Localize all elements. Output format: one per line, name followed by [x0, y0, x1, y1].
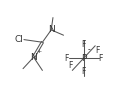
Text: F: F — [82, 67, 86, 76]
Text: Cl: Cl — [15, 35, 24, 44]
Text: F: F — [95, 46, 100, 55]
Text: F: F — [99, 54, 103, 63]
Text: F: F — [82, 40, 86, 49]
Text: -: - — [88, 45, 90, 54]
Text: P: P — [81, 54, 86, 63]
Text: N: N — [48, 25, 55, 34]
Text: F: F — [68, 61, 72, 70]
Text: +: + — [36, 48, 42, 54]
Text: N: N — [30, 53, 37, 62]
Text: F: F — [64, 54, 69, 63]
